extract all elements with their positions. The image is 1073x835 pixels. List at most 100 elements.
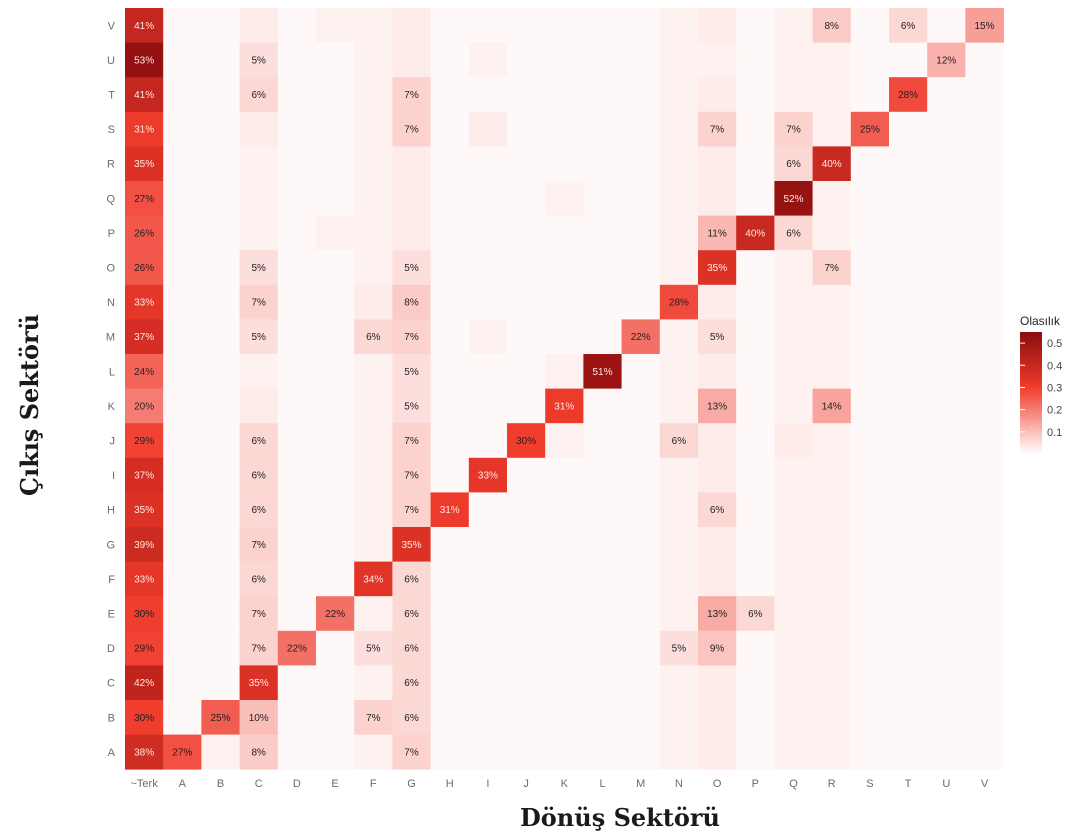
cell-label-B-B: 25% <box>210 713 230 724</box>
cell-P-G <box>392 215 431 251</box>
cell-M-A <box>163 319 202 355</box>
cell-label-A-A: 27% <box>172 747 192 758</box>
cell-label-T-C: 6% <box>251 90 266 101</box>
cell-K-F <box>354 388 393 424</box>
cell-E-V <box>965 596 1004 632</box>
cell-C-N <box>659 665 699 701</box>
cell-E-P <box>736 596 775 632</box>
x-tick-label: V <box>981 778 989 790</box>
cell-O-E <box>316 250 355 286</box>
cell-label-P-Q: 6% <box>786 228 801 239</box>
cell-C-S <box>850 665 890 701</box>
cell-B-C <box>239 700 279 735</box>
cell-G-E <box>316 527 355 562</box>
cell-label-S-Q: 7% <box>786 125 801 136</box>
cell-C-K <box>545 665 584 701</box>
x-tick-label: S <box>866 778 873 790</box>
cell-U-D <box>277 42 317 78</box>
cell-label-B-~Terk: 30% <box>134 713 154 724</box>
cell-label-F-~Terk: 33% <box>134 574 154 585</box>
cell-R-N <box>659 146 699 182</box>
cell-K-U <box>927 388 966 424</box>
cell-label-B-G: 6% <box>404 713 419 724</box>
cell-label-A-~Terk: 38% <box>134 747 154 758</box>
cell-P-M <box>621 215 661 251</box>
cell-K-C <box>239 388 279 424</box>
cell-P-U <box>927 215 966 251</box>
cell-A-J <box>507 734 546 770</box>
cell-N-K <box>545 284 584 320</box>
cell-V-R <box>812 8 852 43</box>
cell-K-O <box>698 388 737 424</box>
x-tick-label: H <box>446 778 454 790</box>
cell-N-I <box>468 284 508 320</box>
cell-O-L <box>583 250 622 286</box>
heatmap-cell-labels: 41% 8% 6% 15% 53% 5% 12% 41% 6% 7% 28% 31% 7% 7% 7% 25%… <box>134 21 995 759</box>
cell-S-G <box>392 111 431 147</box>
cell-O-V <box>965 250 1004 286</box>
cell-G-T <box>889 527 928 562</box>
cell-K-G <box>392 388 431 424</box>
cell-J-E <box>316 423 355 459</box>
cell-label-C-G: 6% <box>404 678 419 689</box>
cell-L-E <box>316 354 355 389</box>
cell-H-R <box>812 492 852 528</box>
cell-P-Q <box>774 215 813 251</box>
cell-A-G <box>392 734 431 770</box>
cell-A-P <box>736 734 775 770</box>
cell-U-R <box>812 42 852 78</box>
cell-C-G <box>392 665 431 701</box>
legend: Olasılık 0.1 0.2 0.3 0.4 0.5 <box>1020 314 1062 454</box>
cell-F-R <box>812 561 852 597</box>
cell-D-C <box>239 630 279 666</box>
cell-E-R <box>812 596 852 632</box>
cell-K-N <box>659 388 699 424</box>
cell-F-V <box>965 561 1004 597</box>
cell-Q-P <box>736 181 775 216</box>
cell-T-C <box>239 77 279 113</box>
cell-E-O <box>698 596 737 632</box>
cell-R-E <box>316 146 355 182</box>
cell-label-T-~Terk: 41% <box>134 90 154 101</box>
cell-label-J-J: 30% <box>516 436 536 447</box>
cell-U-J <box>507 42 546 78</box>
cell-label-G-G: 35% <box>401 540 421 551</box>
cell-G-G <box>392 527 431 562</box>
cell-H-J <box>507 492 546 528</box>
cell-J-M <box>621 423 661 459</box>
cell-label-Q-Q: 52% <box>783 194 803 205</box>
cell-Q-~Terk <box>125 181 164 216</box>
cell-Q-L <box>583 181 622 216</box>
cell-G-~Terk <box>125 527 164 562</box>
cell-F-T <box>889 561 928 597</box>
cell-label-C-C: 35% <box>249 678 269 689</box>
cell-F-B <box>201 561 240 597</box>
legend-tick-label: 0.2 <box>1047 405 1062 417</box>
cell-N-P <box>736 284 775 320</box>
cell-H-E <box>316 492 355 528</box>
cell-label-J-N: 6% <box>672 436 687 447</box>
cell-A-T <box>889 734 928 770</box>
cell-F-O <box>698 561 737 597</box>
cell-K-M <box>621 388 661 424</box>
cell-E-C <box>239 596 279 632</box>
y-tick-label: B <box>108 712 115 724</box>
cell-L-K <box>545 354 584 389</box>
cell-V-N <box>659 8 699 43</box>
y-tick-label: J <box>110 436 116 448</box>
cell-G-I <box>468 527 508 562</box>
cell-B-K <box>545 700 584 735</box>
cell-T-S <box>850 77 890 113</box>
cell-A-F <box>354 734 393 770</box>
cell-E-E <box>316 596 355 632</box>
cell-C-B <box>201 665 240 701</box>
cell-U-C <box>239 42 279 78</box>
cell-J-H <box>430 423 470 459</box>
cell-H-H <box>430 492 470 528</box>
cell-M-K <box>545 319 584 355</box>
cell-D-S <box>850 630 890 666</box>
cell-label-M-C: 5% <box>251 332 266 343</box>
cell-S-S <box>850 111 890 147</box>
cell-label-P-O: 11% <box>707 228 726 239</box>
cell-B-B <box>201 700 240 735</box>
